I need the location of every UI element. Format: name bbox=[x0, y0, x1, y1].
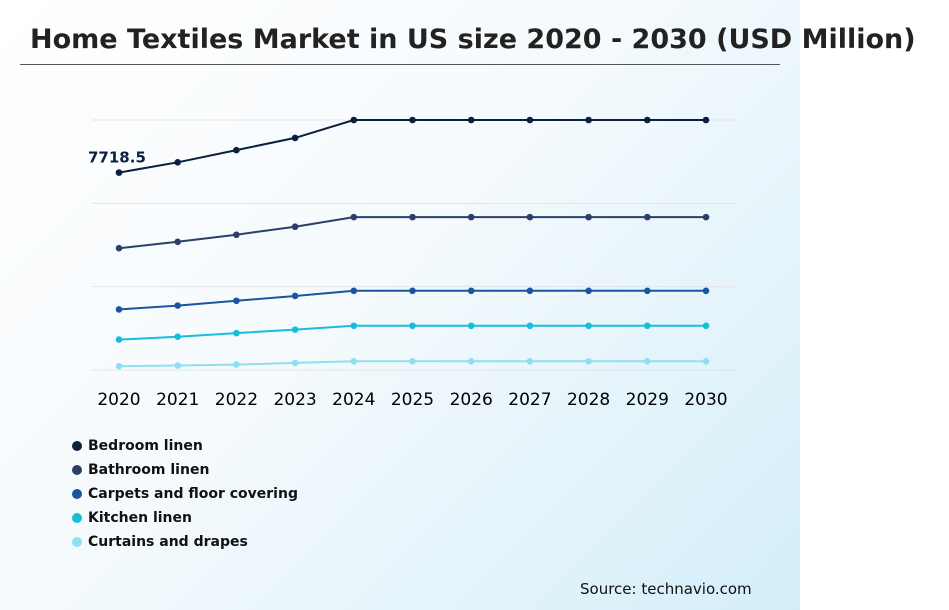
data-point bbox=[467, 358, 475, 365]
data-point bbox=[644, 116, 651, 124]
legend-item: Bathroom linen bbox=[72, 458, 298, 482]
data-point bbox=[233, 329, 240, 337]
legend-marker bbox=[72, 489, 82, 499]
series-points bbox=[115, 116, 710, 370]
data-point bbox=[526, 358, 534, 365]
data-point bbox=[174, 238, 181, 246]
data-point bbox=[644, 358, 651, 365]
series-line-1 bbox=[118, 216, 706, 250]
data-point bbox=[585, 358, 592, 365]
data-point bbox=[467, 213, 475, 221]
data-point bbox=[350, 358, 358, 365]
data-point bbox=[702, 213, 710, 221]
legend-marker bbox=[72, 465, 82, 475]
data-label: 7718.5 bbox=[88, 149, 146, 167]
title-divider bbox=[20, 64, 780, 65]
data-point bbox=[467, 116, 475, 124]
data-point bbox=[291, 134, 299, 142]
data-labels: 7718.5 bbox=[88, 149, 146, 167]
data-point bbox=[233, 361, 240, 368]
x-tick-label: 2022 bbox=[215, 390, 258, 410]
x-tick-label: 2023 bbox=[273, 390, 316, 410]
data-point bbox=[350, 322, 358, 330]
data-point bbox=[409, 116, 416, 124]
data-point bbox=[526, 213, 534, 221]
legend-item: Kitchen linen bbox=[72, 506, 298, 530]
data-point bbox=[526, 322, 534, 330]
x-tick-label: 2027 bbox=[508, 390, 551, 410]
data-point bbox=[350, 213, 358, 221]
x-tick-label: 2029 bbox=[626, 390, 669, 410]
legend-label: Curtains and drapes bbox=[88, 534, 248, 550]
data-point bbox=[644, 287, 651, 295]
data-point bbox=[702, 322, 710, 330]
x-axis-tick-labels: 2020 2021 2022 2023 2024 2025 2026 2027 2028 2029… bbox=[97, 390, 727, 410]
data-point bbox=[350, 116, 358, 124]
x-tick-label: 2030 bbox=[684, 390, 727, 410]
data-point bbox=[702, 116, 710, 124]
legend-item: Curtains and drapes bbox=[72, 530, 298, 554]
data-point bbox=[291, 359, 299, 367]
data-point bbox=[585, 213, 592, 221]
legend-marker bbox=[72, 537, 82, 547]
chart-background bbox=[0, 0, 800, 610]
data-point bbox=[409, 358, 416, 365]
data-point bbox=[409, 287, 416, 295]
data-point bbox=[467, 322, 475, 330]
x-tick-label: 2021 bbox=[156, 390, 199, 410]
chart-title: Home Textiles Market in US size 2020 - 2… bbox=[30, 24, 916, 55]
legend-item: Bedroom linen bbox=[72, 434, 298, 458]
data-point bbox=[115, 244, 123, 252]
data-point bbox=[644, 322, 651, 330]
data-point bbox=[585, 116, 592, 124]
series-line-0 bbox=[118, 119, 706, 174]
data-point bbox=[702, 358, 710, 365]
legend-marker bbox=[72, 441, 82, 451]
x-tick-label: 2024 bbox=[332, 390, 375, 410]
data-point bbox=[115, 169, 123, 176]
x-tick-label: 2028 bbox=[567, 390, 610, 410]
data-point bbox=[174, 333, 181, 340]
legend: Bedroom linen Bathroom linen Carpets and f… bbox=[72, 434, 298, 554]
data-point bbox=[409, 213, 416, 221]
data-point bbox=[115, 336, 123, 343]
data-point bbox=[467, 287, 475, 295]
x-tick-label: 2025 bbox=[391, 390, 434, 410]
x-tick-label: 2020 bbox=[97, 390, 140, 410]
legend-label: Bedroom linen bbox=[88, 438, 203, 454]
legend-label: Bathroom linen bbox=[88, 462, 210, 478]
data-point bbox=[350, 287, 358, 295]
legend-label: Carpets and floor covering bbox=[88, 486, 298, 502]
data-point bbox=[291, 292, 299, 300]
data-point bbox=[291, 223, 299, 231]
data-point bbox=[233, 297, 240, 305]
data-point bbox=[174, 362, 181, 369]
data-point bbox=[174, 302, 181, 309]
data-point bbox=[174, 159, 181, 166]
data-point bbox=[233, 231, 240, 239]
legend-label: Kitchen linen bbox=[88, 510, 192, 526]
data-point bbox=[585, 287, 592, 295]
grid-lines bbox=[92, 119, 736, 371]
data-point bbox=[115, 306, 123, 313]
x-tick-label: 2026 bbox=[450, 390, 493, 410]
legend-marker bbox=[72, 513, 82, 523]
data-point bbox=[291, 326, 299, 333]
data-point bbox=[526, 287, 534, 295]
data-point bbox=[526, 116, 534, 124]
data-point bbox=[702, 287, 710, 295]
data-point bbox=[115, 362, 123, 370]
data-point bbox=[233, 146, 240, 154]
source-note: Source: technavio.com bbox=[580, 580, 752, 598]
data-point bbox=[644, 213, 651, 221]
legend-item: Carpets and floor covering bbox=[72, 482, 298, 506]
data-point bbox=[409, 322, 416, 330]
data-point bbox=[585, 322, 592, 330]
series-lines bbox=[118, 119, 706, 368]
